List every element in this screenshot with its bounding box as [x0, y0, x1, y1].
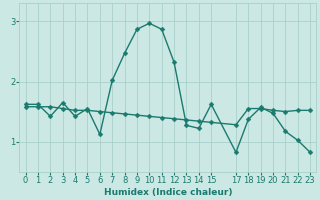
- X-axis label: Humidex (Indice chaleur): Humidex (Indice chaleur): [104, 188, 232, 197]
